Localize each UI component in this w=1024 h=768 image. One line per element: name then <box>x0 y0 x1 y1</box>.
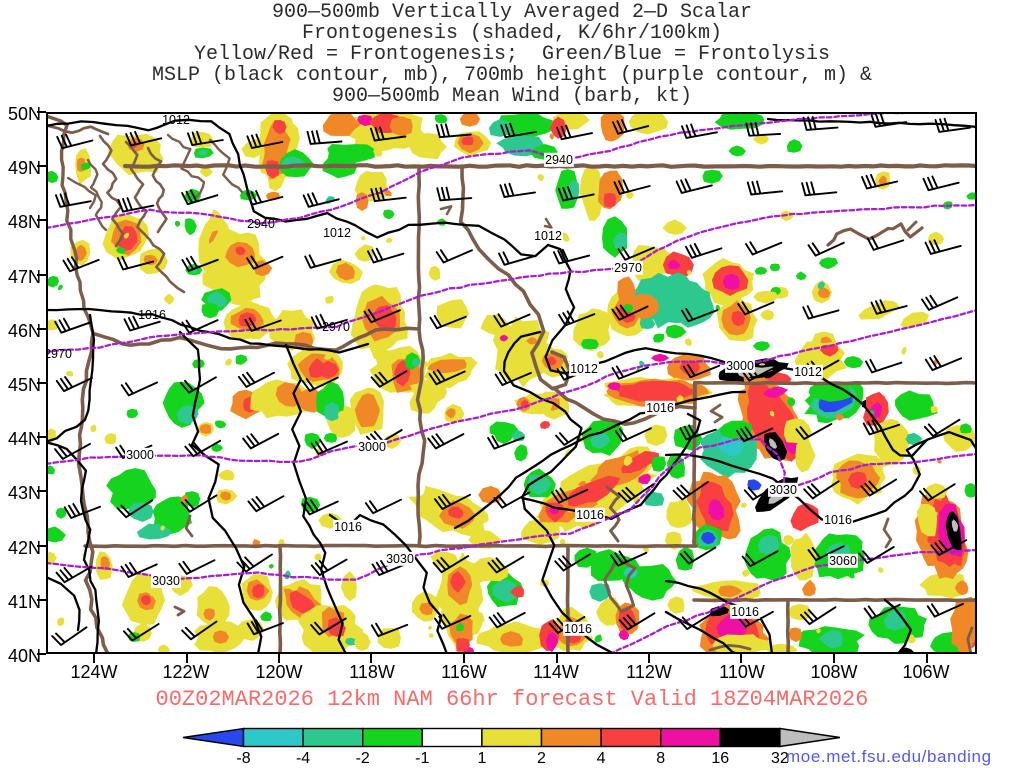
svg-text:1012: 1012 <box>534 229 562 243</box>
svg-text:1012: 1012 <box>162 113 190 127</box>
svg-text:3030: 3030 <box>386 552 414 566</box>
svg-text:3000: 3000 <box>726 359 754 373</box>
svg-text:16: 16 <box>711 750 729 767</box>
svg-text:4: 4 <box>597 750 606 767</box>
svg-text:32: 32 <box>771 750 789 767</box>
svg-text:1016: 1016 <box>334 520 362 534</box>
svg-text:3030: 3030 <box>769 483 797 497</box>
svg-text:2970: 2970 <box>614 261 642 275</box>
svg-text:1: 1 <box>477 750 486 767</box>
svg-text:-1: -1 <box>415 750 429 767</box>
svg-text:2970: 2970 <box>322 320 350 334</box>
svg-text:1016: 1016 <box>138 308 166 322</box>
svg-text:1012: 1012 <box>570 362 598 376</box>
svg-text:8: 8 <box>656 750 665 767</box>
svg-text:3000: 3000 <box>358 440 386 454</box>
svg-text:3060: 3060 <box>829 554 857 568</box>
svg-text:-2: -2 <box>356 750 370 767</box>
svg-text:2970: 2970 <box>46 347 72 361</box>
svg-text:-8: -8 <box>236 750 250 767</box>
svg-text:3030: 3030 <box>152 574 180 588</box>
svg-text:2940: 2940 <box>545 153 573 167</box>
svg-text:1016: 1016 <box>646 401 674 415</box>
svg-text:3000: 3000 <box>126 448 154 462</box>
svg-text:1012: 1012 <box>323 226 351 240</box>
svg-text:-4: -4 <box>296 750 310 767</box>
svg-text:2940: 2940 <box>247 217 275 231</box>
svg-text:1016: 1016 <box>824 513 852 527</box>
svg-text:1016: 1016 <box>731 605 759 619</box>
svg-text:1012: 1012 <box>794 365 822 379</box>
svg-text:1016: 1016 <box>564 622 592 636</box>
svg-text:2: 2 <box>537 750 546 767</box>
svg-text:1016: 1016 <box>576 508 604 522</box>
